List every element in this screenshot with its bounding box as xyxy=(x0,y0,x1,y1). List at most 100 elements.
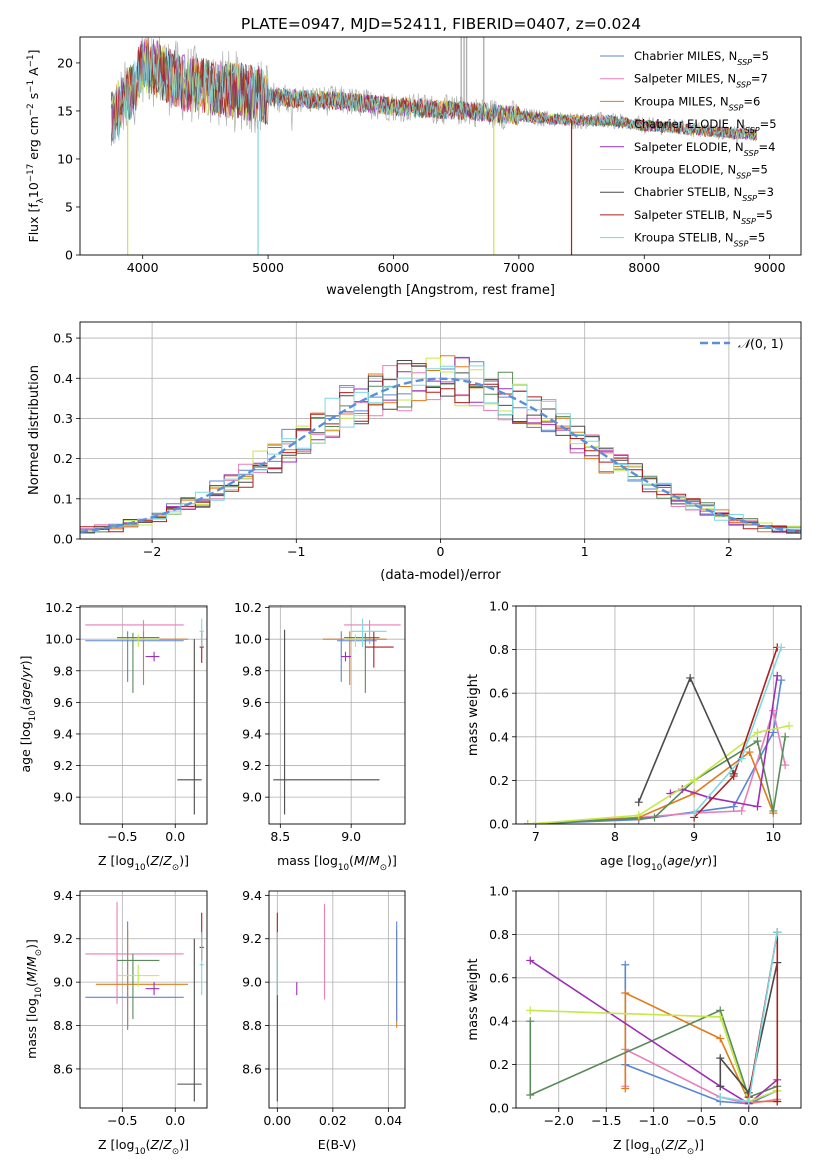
axes-frame xyxy=(268,890,406,1109)
legend-entry: Salpeter ELODIE, NSSP=4 xyxy=(634,140,775,158)
legend-entry: 𝒩(0, 1) xyxy=(738,336,784,351)
weight-marker xyxy=(753,737,762,746)
weight-marker xyxy=(744,1097,753,1106)
legend-entry: Kroupa MILES, NSSP=6 xyxy=(634,94,760,112)
y-tick-label: 0.0 xyxy=(489,817,509,832)
y-tick-label: 9.6 xyxy=(53,695,73,710)
weight-marker xyxy=(753,728,762,737)
y-tick-label: 0.4 xyxy=(53,371,73,386)
y-tick-label: 10.2 xyxy=(45,600,73,615)
histogram-step xyxy=(80,365,801,539)
axes-mass-Z: −0.5 0.0 8.6 8.8 9.0 9.2 9.4 Z [log10(Z/Z⊙)] mas… xyxy=(24,888,208,1157)
weight-line xyxy=(530,1009,778,1103)
x-tick-label: 8 xyxy=(611,829,619,844)
spectrum-data-line xyxy=(111,37,758,144)
y-tick-label: 8.8 xyxy=(242,1018,262,1033)
weight-marker xyxy=(716,1082,725,1091)
plot-area-residuals xyxy=(80,355,801,539)
y-axis-label: age [log10(age/yr)] xyxy=(18,655,38,772)
y-axis-label: Normed distribution xyxy=(27,365,42,495)
x-tick-label: 0 xyxy=(437,544,445,559)
weight-marker xyxy=(785,721,794,730)
axes-age-mass: 8.5 9.0 9.0 9.2 9.4 9.6 9.8 10.0 10.2 mass [log10… xyxy=(234,600,406,873)
y-tick-label: 9.2 xyxy=(53,931,73,946)
x-tick-label: −1.0 xyxy=(639,1113,669,1128)
x-tick-label: 9.0 xyxy=(341,829,361,844)
weight-marker xyxy=(686,673,695,682)
axes-frame xyxy=(79,605,208,825)
weight-marker xyxy=(781,761,790,770)
y-tick-label: 9.4 xyxy=(242,726,262,741)
weight-line xyxy=(527,750,775,824)
weight-marker xyxy=(621,988,630,997)
weight-marker xyxy=(729,772,738,781)
y-tick-label: 0.4 xyxy=(489,1014,509,1029)
weight-marker xyxy=(523,820,532,824)
weight-marker xyxy=(621,960,630,969)
weight-marker xyxy=(526,956,535,965)
y-tick-label: 1.0 xyxy=(489,599,509,614)
x-axis-label: age [log10(age/yr)] xyxy=(600,853,717,873)
axes-spectrum: 4000 5000 6000 7000 8000 9000 0 5 10 15 20 Chabrier… xyxy=(26,36,802,298)
weight-marker xyxy=(526,1090,535,1099)
weight-marker xyxy=(753,802,762,811)
weight-line xyxy=(529,959,778,1105)
x-axis-label: mass [log10(M/M⊙)] xyxy=(277,853,397,873)
y-axis-label: mass weight xyxy=(466,958,481,1040)
weight-marker xyxy=(769,706,778,715)
weight-line xyxy=(527,707,786,824)
y-tick-label: 1.0 xyxy=(489,884,509,899)
legend-entry: Kroupa STELIB, NSSP=5 xyxy=(634,231,765,249)
y-tick-label: 9.0 xyxy=(242,975,262,990)
x-tick-label: 0.0 xyxy=(739,1113,759,1128)
legend-entry: Kroupa ELODIE, NSSP=5 xyxy=(634,163,768,181)
spectrum-legend: Chabrier MILES, NSSP=5 Salpeter MILES, NS… xyxy=(600,49,777,248)
weight-marker xyxy=(716,1012,725,1021)
plot-area-spectrum xyxy=(110,37,758,255)
x-tick-label: −0.5 xyxy=(686,1113,716,1128)
y-tick-label: 0.6 xyxy=(489,686,509,701)
x-tick-label: −1.5 xyxy=(591,1113,621,1128)
model-line xyxy=(110,37,757,144)
model-line xyxy=(110,42,757,140)
y-tick-label: 10.2 xyxy=(234,600,262,615)
residual-legend: 𝒩(0, 1) xyxy=(700,336,784,351)
y-tick-label: 20 xyxy=(57,55,73,70)
x-tick-label: 9 xyxy=(690,829,698,844)
y-tick-label: 15 xyxy=(57,103,73,118)
weight-marker xyxy=(745,748,754,757)
weight-marker xyxy=(737,754,746,763)
plot-area-mass-EBV xyxy=(276,904,398,1102)
x-tick-label: 10 xyxy=(765,829,781,844)
legend-entry: Salpeter STELIB, NSSP=5 xyxy=(634,208,773,226)
x-axis-label: Z [log10(Z/Z⊙)] xyxy=(98,1137,189,1157)
y-tick-label: 9.2 xyxy=(242,758,262,773)
y-tick-label: 9.4 xyxy=(242,888,262,903)
x-tick-label: −0.5 xyxy=(107,829,137,844)
x-tick-label: 0.0 xyxy=(165,1113,185,1128)
x-tick-label: 5000 xyxy=(252,260,284,275)
weight-marker xyxy=(634,811,643,820)
y-tick-label: 10.0 xyxy=(234,632,262,647)
y-tick-label: 9.0 xyxy=(53,975,73,990)
x-tick-label: 7 xyxy=(532,829,540,844)
x-tick-label: −0.5 xyxy=(107,1113,137,1128)
axes-residuals: −2 −1 0 1 2 0.0 0.1 0.2 0.3 0.4 0.5 𝒩(0, 1) (data-mo… xyxy=(27,321,802,583)
y-tick-label: 0.6 xyxy=(489,970,509,985)
axes-frame xyxy=(79,321,802,540)
x-tick-label: 0.04 xyxy=(374,1113,402,1128)
x-axis-label: (data-model)/error xyxy=(380,568,501,583)
y-tick-label: 9.0 xyxy=(53,790,73,805)
legend-entry: Chabrier ELODIE, NSSP=5 xyxy=(634,117,777,135)
weight-marker xyxy=(729,802,738,811)
y-tick-label: 9.6 xyxy=(242,695,262,710)
weight-marker xyxy=(690,776,699,785)
y-tick-label: 10.0 xyxy=(45,632,73,647)
weight-marker xyxy=(777,676,786,685)
y-tick-label: 0.3 xyxy=(53,411,73,426)
y-tick-label: 9.4 xyxy=(53,726,73,741)
axes-mass-EBV: 0.00 0.02 0.04 8.6 8.8 9.0 9.2 9.4 E(B-V) xyxy=(242,888,406,1152)
plot-area-mass-Z xyxy=(85,901,204,1102)
y-tick-label: 0.0 xyxy=(53,532,73,547)
weight-marker xyxy=(716,1034,725,1043)
